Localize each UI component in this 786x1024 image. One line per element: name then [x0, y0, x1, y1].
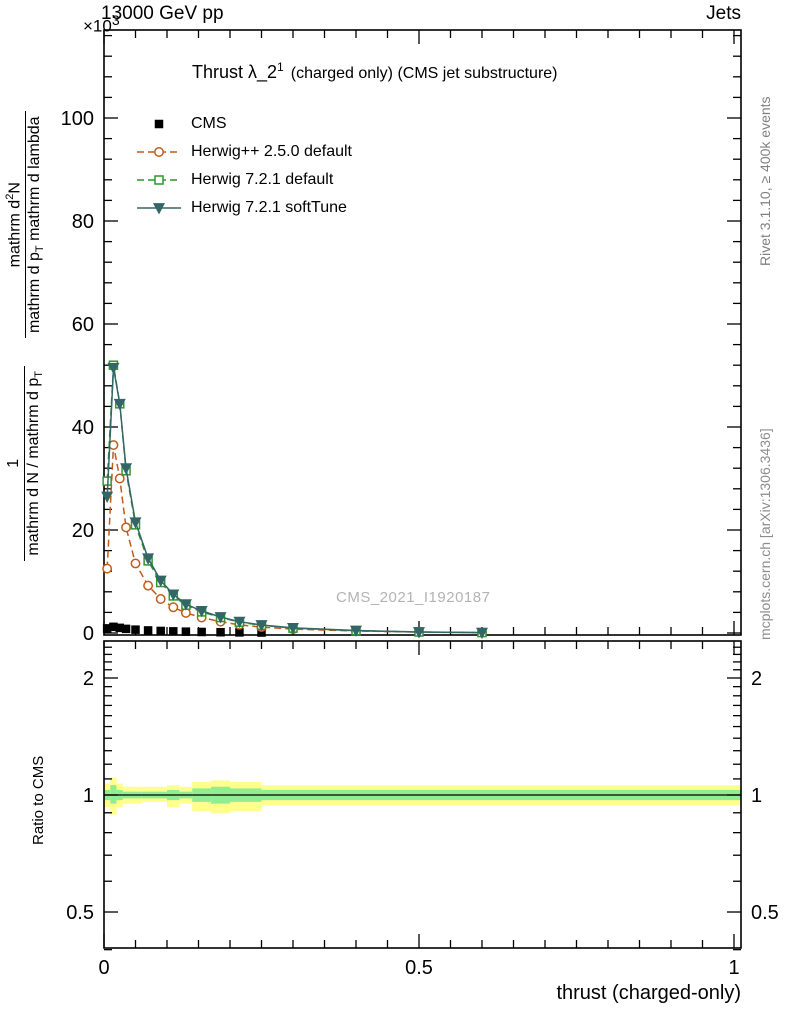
legend-marker-glyph — [137, 202, 181, 214]
y-axis-label: 1 mathrm d N / mathrm d pT mathrm d2N ma… — [4, 32, 47, 640]
x-axis-label: thrust (charged-only) — [556, 982, 741, 1004]
legend-label-herwig-default: Herwig 7.2.1 default — [191, 170, 334, 188]
beam-energy-label: 13000 GeV pp — [101, 3, 224, 24]
svg-text:2: 2 — [751, 668, 762, 690]
legend: CMS Herwig++ 2.5.0 default Herwig 7.2.1 … — [136, 113, 352, 218]
svg-text:0.5: 0.5 — [405, 957, 433, 979]
y-axis-scale-exponent: ×103 — [83, 13, 120, 37]
legend-item-herwig-softtune: Herwig 7.2.1 softTune — [136, 197, 352, 218]
y-axis-fraction-normalization: 1 mathrm d N / mathrm d pT — [5, 366, 46, 561]
series-3 — [101, 362, 488, 640]
plot-title-superscript: 1 — [277, 60, 284, 74]
legend-item-herwig-default: Herwig 7.2.1 default — [136, 169, 352, 190]
plot-title: Thrust λ_21 (charged only) (CMS jet subst… — [192, 60, 558, 83]
herwig-softtune-marker-icon — [136, 199, 182, 217]
fraction-numerator: mathrm d2N — [4, 182, 24, 268]
herwig-default-marker-icon — [136, 171, 182, 189]
scale-exp: 3 — [111, 13, 120, 29]
legend-label-herwig-softtune: Herwig 7.2.1 softTune — [191, 198, 347, 216]
series-1 — [102, 440, 487, 638]
legend-item-cms: CMS — [136, 113, 352, 134]
legend-label-herwigpp: Herwig++ 2.5.0 default — [191, 142, 352, 160]
legend-marker-glyph — [137, 146, 181, 157]
svg-text:60: 60 — [72, 314, 94, 336]
svg-text:0: 0 — [83, 623, 94, 645]
ratio-axis-label: Ratio to CMS — [30, 755, 47, 845]
mcplots-reference-note: mcplots.cern.ch [arXiv:1306.3436] — [757, 428, 773, 640]
scale-base: ×10 — [83, 16, 112, 36]
legend-marker-glyph — [154, 119, 164, 128]
cms-marker-icon — [136, 115, 182, 133]
herwigpp-marker-icon — [136, 143, 182, 161]
legend-item-herwigpp: Herwig++ 2.5.0 default — [136, 141, 352, 162]
axes: 0 0.5 1 0 20 40 60 80 100 0.5 0.5 1 1 2 2 — [61, 29, 779, 979]
svg-text:0.5: 0.5 — [66, 902, 94, 924]
analysis-category-label: Jets — [706, 3, 741, 24]
svg-text:1: 1 — [751, 785, 762, 807]
series-0 — [102, 622, 266, 637]
fraction-denominator: mathrm d pT mathrm d lambda — [24, 111, 47, 339]
legend-label-cms: CMS — [191, 114, 227, 132]
svg-text:2: 2 — [83, 668, 94, 690]
svg-text:20: 20 — [72, 520, 94, 542]
rivet-version-note: Rivet 3.1.10, ≥ 400k events — [757, 96, 773, 266]
svg-text:0.5: 0.5 — [751, 902, 779, 924]
svg-text:1: 1 — [728, 957, 739, 979]
plot-title-main: Thrust λ_2 — [192, 62, 278, 82]
y-axis-fraction-differential: mathrm d2N mathrm d pT mathrm d lambda — [4, 111, 47, 339]
svg-text:1: 1 — [83, 785, 94, 807]
svg-text:80: 80 — [72, 211, 94, 233]
analysis-id-watermark: CMS_2021_I1920187 — [336, 589, 491, 606]
fraction-numerator: 1 — [5, 458, 23, 468]
plot-title-subtext: (charged only) (CMS jet substructure) — [290, 65, 558, 82]
svg-text:40: 40 — [72, 417, 94, 439]
fraction-denominator: mathrm d N / mathrm d pT — [23, 366, 46, 561]
svg-text:100: 100 — [61, 108, 94, 130]
ratio-uncertainty-band — [104, 777, 742, 815]
legend-marker-glyph — [137, 174, 181, 185]
svg-text:0: 0 — [98, 957, 109, 979]
